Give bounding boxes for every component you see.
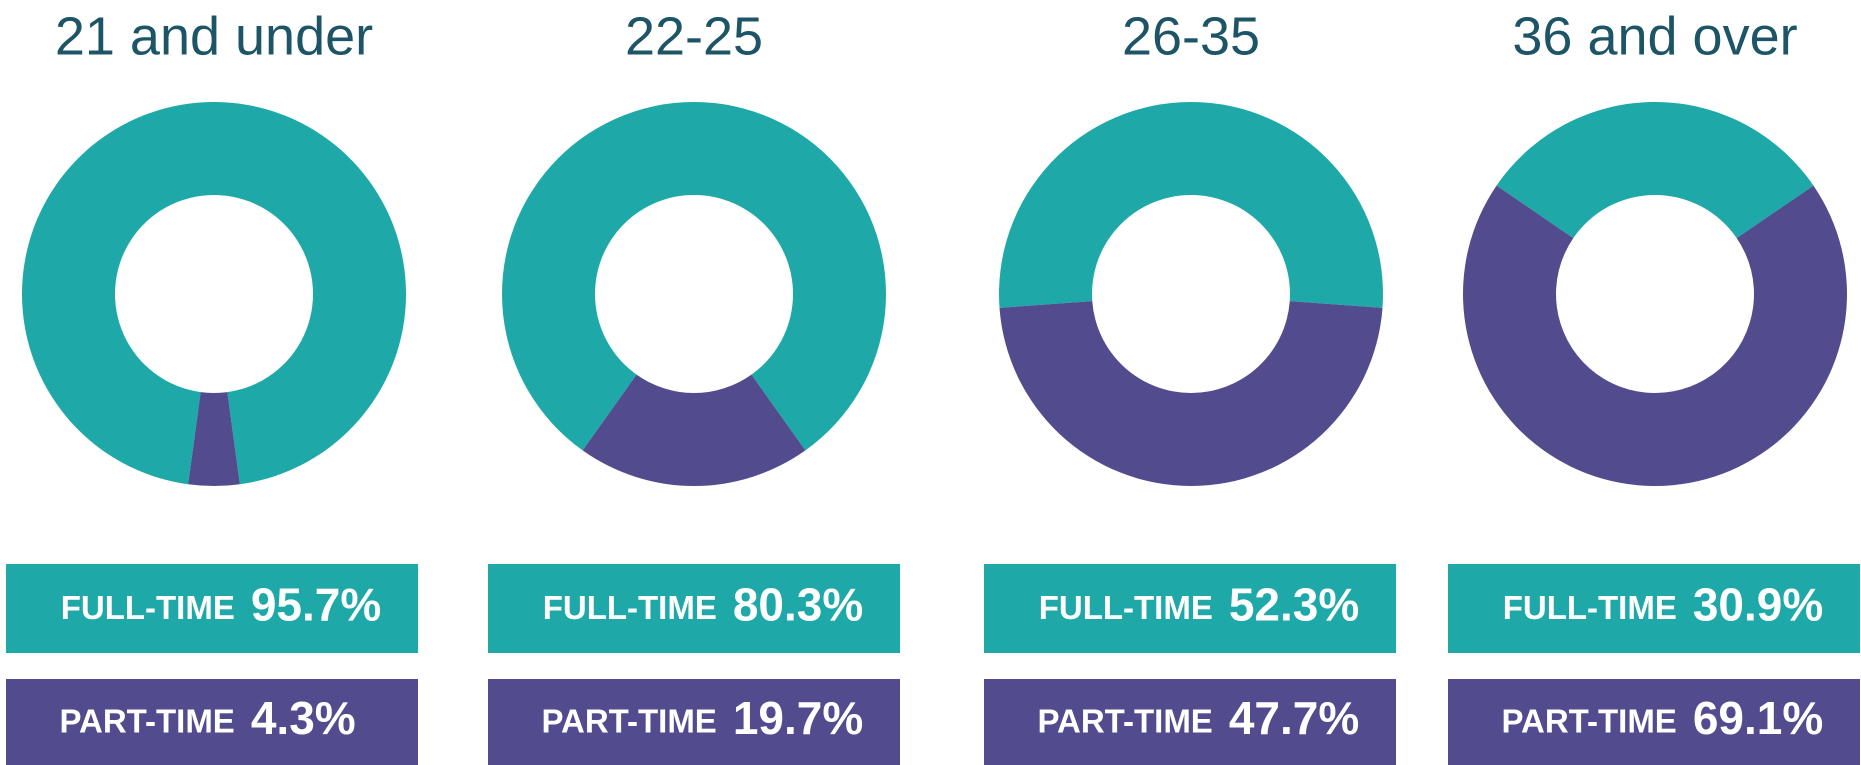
value-label: 47.7%: [1229, 692, 1359, 744]
donut-slice: [999, 301, 1383, 487]
category-label: PART-TIME: [1501, 703, 1676, 740]
label-box: [1448, 679, 1860, 765]
value-label: 95.7%: [251, 579, 381, 631]
donut-slice: [582, 374, 806, 486]
donut-slice: [188, 392, 240, 486]
value-label: 80.3%: [733, 579, 863, 631]
label-box: [6, 679, 418, 765]
category-label: PART-TIME: [1037, 703, 1212, 740]
donut-slice: [1496, 101, 1814, 239]
donut-slice: [1463, 185, 1847, 486]
value-label: 30.9%: [1693, 579, 1823, 631]
category-label: FULL-TIME: [1503, 589, 1677, 626]
chart-title: 21 and under: [55, 6, 373, 66]
value-label: 69.1%: [1693, 692, 1823, 744]
label-box: [1448, 564, 1860, 653]
category-label: PART-TIME: [59, 703, 234, 740]
label-box: [984, 679, 1396, 765]
category-label: FULL-TIME: [61, 589, 235, 626]
value-label: 4.3%: [251, 692, 356, 744]
label-box: [984, 564, 1396, 653]
category-label: FULL-TIME: [543, 589, 717, 626]
category-label: PART-TIME: [541, 703, 716, 740]
chart-title: 26-35: [1122, 6, 1260, 66]
category-label: FULL-TIME: [1039, 589, 1213, 626]
chart-title: 36 and over: [1512, 6, 1797, 66]
label-box: [488, 564, 900, 653]
donut-slice: [22, 102, 407, 485]
value-label: 19.7%: [733, 692, 863, 744]
donut-slice: [502, 102, 887, 451]
chart-title: 22-25: [625, 6, 763, 66]
label-box: [488, 679, 900, 765]
value-label: 52.3%: [1229, 579, 1359, 631]
donut-slice: [999, 102, 1383, 308]
label-box: [6, 564, 418, 653]
